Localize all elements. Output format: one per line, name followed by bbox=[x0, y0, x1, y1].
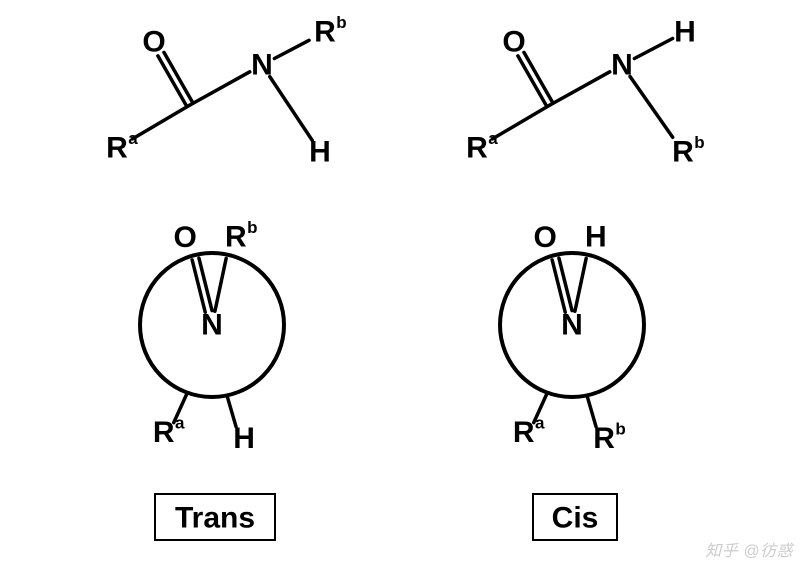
trans-caption-label: Trans bbox=[175, 502, 255, 535]
newman-O: O bbox=[174, 221, 197, 254]
r-b-label-sup: b bbox=[694, 133, 704, 152]
newman-H: H bbox=[585, 220, 607, 253]
cis-caption-label: Cis bbox=[552, 502, 599, 535]
r-a-label: R bbox=[466, 132, 488, 165]
r-b-label: R bbox=[672, 136, 694, 169]
newman-Rb: R bbox=[225, 220, 247, 253]
r-b-label: R bbox=[314, 16, 336, 49]
hydrogen-label: H bbox=[674, 16, 696, 49]
newman-H: H bbox=[233, 422, 255, 455]
newman-Ra: R bbox=[153, 416, 175, 449]
watermark-text: 知乎 @彷惑 bbox=[705, 537, 793, 561]
newman-Rb: R bbox=[593, 422, 615, 455]
r-a-label: R bbox=[106, 132, 128, 165]
diagram-canvas: ONRaRbHONRaHRbNORbRaHNOHRaRbTransCis bbox=[0, 0, 807, 567]
newman-Rb-sup: b bbox=[247, 218, 257, 237]
newman-Ra: R bbox=[513, 416, 535, 449]
newman-Ra-sup: a bbox=[175, 414, 185, 433]
oxygen-label: O bbox=[142, 26, 165, 59]
oxygen-label: O bbox=[502, 26, 525, 59]
r-b-label-sup: b bbox=[336, 13, 346, 32]
newman-Ra-sup: a bbox=[535, 414, 545, 433]
newman-O: O bbox=[534, 221, 557, 254]
newman-Rb-sup: b bbox=[615, 420, 625, 439]
